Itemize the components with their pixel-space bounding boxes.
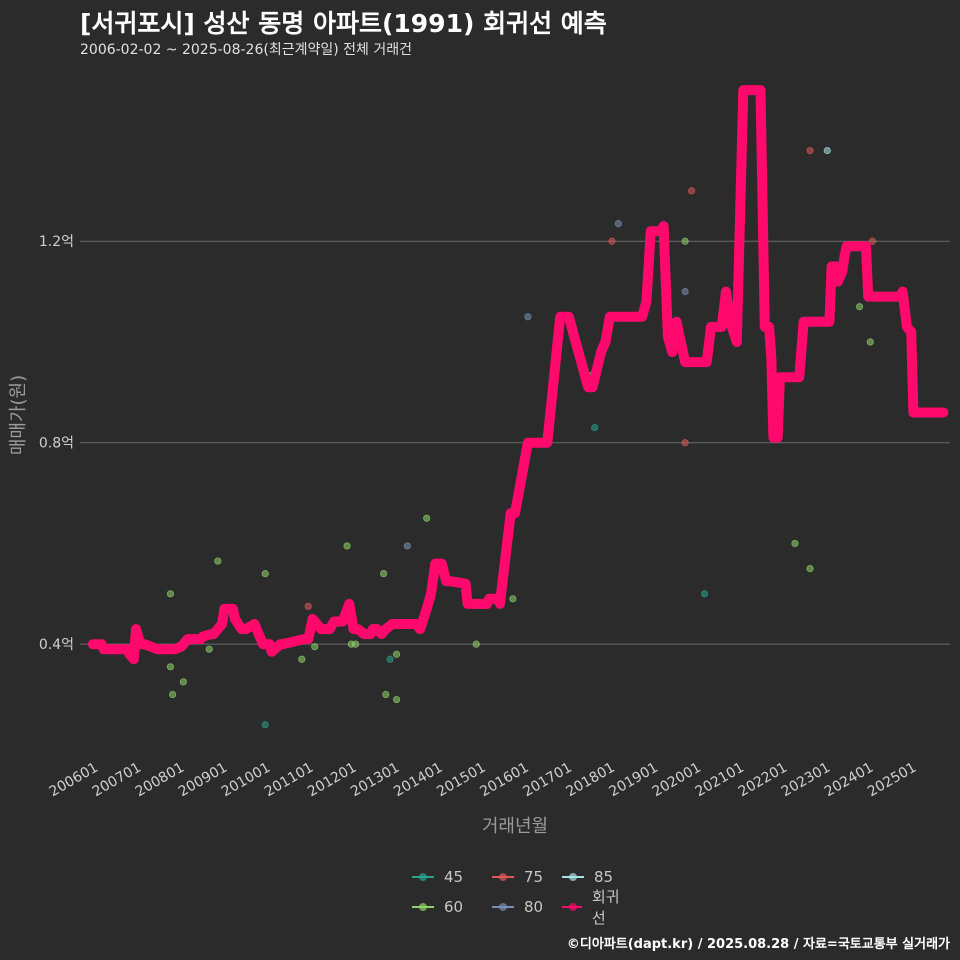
scatter-point-60 (205, 645, 213, 653)
legend-label: 회귀선 (591, 888, 620, 927)
x-tick-label: 200601 (47, 760, 101, 801)
scatter-point-60 (261, 570, 269, 578)
legend-item: 85 (560, 866, 630, 888)
legend-item: 75 (490, 866, 560, 888)
scatter-point-60 (423, 514, 431, 522)
x-tick-label: 202501 (865, 760, 919, 801)
scatter-point-60 (343, 542, 351, 550)
x-tick-label: 200901 (176, 760, 230, 801)
scatter-point-45 (591, 423, 599, 432)
legend-key-icon (410, 870, 436, 884)
x-tick-label: 201901 (607, 760, 661, 801)
legend-item: 80 (490, 896, 560, 918)
chart-title: [서귀포시] 성산 동명 아파트(1991) 회귀선 예측 (80, 9, 607, 38)
scatter-point-45 (700, 590, 709, 598)
scatter-point-60 (681, 237, 689, 245)
legend: 45 75 85 60 80 회귀선 (410, 866, 630, 927)
legend-item: 회귀선 (560, 888, 630, 927)
legend-key-icon (410, 900, 436, 914)
legend-label: 75 (524, 868, 544, 886)
scatter-point-85 (823, 146, 831, 155)
scatter-point-60 (166, 590, 175, 598)
y-tick-label: 1.2억 (39, 234, 74, 250)
x-tick-label: 201201 (305, 760, 359, 801)
scatter-point-60 (806, 565, 814, 573)
legend-item: 45 (410, 866, 490, 888)
legend-key-icon (560, 870, 586, 884)
scatter-point-60 (791, 539, 799, 548)
scatter-point-60 (392, 695, 401, 704)
scatter-point-80 (403, 542, 411, 550)
legend-key-icon (560, 900, 584, 914)
x-tick-label: 201001 (219, 760, 273, 801)
scatter-point-60 (352, 640, 360, 648)
x-tick-label: 201401 (391, 760, 445, 801)
scatter-point-80 (614, 220, 622, 228)
scatter-point-60 (855, 303, 864, 311)
scatter-point-60 (166, 663, 175, 671)
scatter-point-75 (681, 439, 689, 447)
legend-label: 85 (594, 868, 614, 886)
scatter-point-45 (386, 655, 394, 663)
y-axis-label: 매매가(원) (8, 375, 29, 455)
x-tick-label: 201601 (477, 760, 531, 801)
x-axis-ticks: 2006012007012008012009012010012011012012… (47, 760, 920, 801)
legend-label: 80 (524, 898, 544, 916)
x-tick-label: 201101 (262, 760, 316, 801)
x-tick-label: 202401 (822, 760, 876, 801)
scatter-points (166, 146, 877, 729)
scatter-point-75 (806, 146, 814, 155)
scatter-point-75 (868, 237, 877, 245)
scatter-point-60 (168, 690, 177, 699)
scatter-point-80 (681, 288, 689, 296)
y-tick-label: 0.8억 (39, 436, 74, 452)
x-tick-label: 202201 (736, 760, 790, 801)
x-tick-label: 201301 (348, 760, 402, 801)
grid-lines (80, 240, 950, 645)
scatter-point-60 (392, 650, 401, 658)
x-tick-label: 202001 (650, 760, 704, 801)
regression-line (87, 85, 949, 665)
legend-key-icon (490, 900, 516, 914)
source-caption: ©디아파트(dapt.kr) / 2025.08.28 / 자료=국토교통부 실… (566, 937, 950, 952)
legend-label: 45 (444, 868, 464, 886)
x-tick-label: 201501 (434, 760, 488, 801)
scatter-point-75 (304, 602, 312, 610)
scatter-point-60 (298, 655, 306, 663)
x-axis-label: 거래년월 (482, 816, 548, 837)
regression-line-layer (87, 85, 949, 665)
scatter-point-60 (866, 338, 874, 346)
scatter-point-45 (261, 721, 269, 729)
scatter-point-60 (311, 643, 319, 651)
legend-item: 60 (410, 896, 490, 918)
x-tick-label: 202301 (779, 760, 833, 801)
scatter-point-60 (214, 557, 222, 565)
scatter-point-60 (509, 595, 517, 603)
x-tick-label: 200801 (133, 760, 187, 801)
x-tick-label: 202101 (693, 760, 747, 801)
x-tick-label: 201801 (563, 760, 617, 801)
x-tick-label: 200701 (90, 760, 144, 801)
scatter-point-60 (179, 678, 187, 686)
scatter-point-80 (524, 313, 532, 321)
scatter-point-60 (472, 640, 480, 648)
chart-subtitle: 2006-02-02 ~ 2025-08-26(최근계약일) 전체 거래건 (80, 42, 412, 58)
scatter-point-60 (380, 570, 388, 578)
scatter-point-75 (687, 187, 696, 195)
y-tick-label: 0.4억 (39, 637, 74, 653)
scatter-point-60 (382, 690, 390, 699)
legend-label: 60 (444, 898, 464, 916)
legend-key-icon (490, 870, 516, 884)
y-axis-ticks: 0.4억 0.8억 1.2억 (39, 234, 74, 653)
x-tick-label: 201701 (520, 760, 574, 801)
scatter-point-75 (608, 237, 616, 245)
